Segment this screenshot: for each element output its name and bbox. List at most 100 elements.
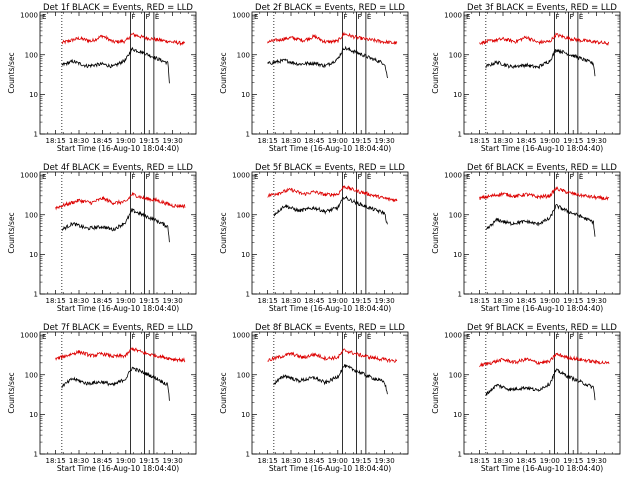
y-tick-label: 100 bbox=[25, 51, 38, 59]
y-axis-label: Counts/sec bbox=[7, 52, 16, 93]
x-tick-label: 18:15 bbox=[258, 457, 278, 465]
plot-frame bbox=[251, 171, 409, 295]
y-tick-label: 1 bbox=[246, 291, 250, 299]
x-tick-label: 18:45 bbox=[516, 297, 536, 305]
flag-label: F bbox=[570, 173, 574, 181]
y-tick-label: 100 bbox=[25, 211, 38, 219]
y-axis-label: Counts/sec bbox=[431, 372, 440, 413]
y-tick-label: 1000 bbox=[20, 332, 38, 340]
flag-label: F bbox=[146, 173, 150, 181]
y-tick-label: 10 bbox=[241, 91, 250, 99]
x-tick-label: 19:30 bbox=[587, 457, 607, 465]
x-tick-label: 18:15 bbox=[258, 297, 278, 305]
y-tick-label: 10 bbox=[241, 411, 250, 419]
y-tick-label: 10 bbox=[453, 251, 462, 259]
x-axis-label: Start Time (16-Aug-10 18:04:40) bbox=[481, 144, 603, 153]
x-tick-label: 18:45 bbox=[92, 457, 112, 465]
flag-label: F bbox=[358, 13, 362, 21]
lld-series-line bbox=[55, 346, 186, 363]
flag-label: E bbox=[155, 173, 159, 181]
y-axis-label: Counts/sec bbox=[219, 212, 228, 253]
panel-title: Det 7f BLACK = Events, RED = LLD bbox=[43, 323, 193, 333]
x-tick-label: 18:30 bbox=[493, 137, 513, 145]
y-tick-label: 1000 bbox=[444, 12, 462, 20]
flag-label: E bbox=[579, 13, 583, 21]
lld-series-line bbox=[267, 31, 398, 45]
y-axis-label: Counts/sec bbox=[7, 212, 16, 253]
x-axis-label: Start Time (16-Aug-10 18:04:40) bbox=[481, 304, 603, 313]
flag-label: E bbox=[466, 13, 470, 21]
y-tick-label: 1000 bbox=[444, 172, 462, 180]
flag-label: F bbox=[146, 13, 150, 21]
x-axis-label: Start Time (16-Aug-10 18:04:40) bbox=[269, 464, 391, 473]
y-axis-label: Counts/sec bbox=[219, 52, 228, 93]
flag-label: E bbox=[466, 333, 470, 341]
y-tick-label: 100 bbox=[449, 51, 462, 59]
flag-label: E bbox=[42, 333, 46, 341]
x-tick-label: 19:30 bbox=[375, 137, 395, 145]
events-series-line bbox=[273, 195, 388, 225]
x-tick-label: 19:00 bbox=[540, 297, 560, 305]
x-tick-label: 18:30 bbox=[69, 137, 89, 145]
x-axis-label: Start Time (16-Aug-10 18:04:40) bbox=[57, 304, 179, 313]
x-tick-label: 19:15 bbox=[351, 137, 371, 145]
x-tick-label: 19:00 bbox=[116, 297, 136, 305]
panel-det-4f: Det 4f BLACK = Events, RED = LLD 1 10 100 10… bbox=[7, 163, 197, 313]
events-series-line bbox=[61, 366, 170, 401]
x-tick-label: 18:30 bbox=[493, 297, 513, 305]
x-axis-label: Start Time (16-Aug-10 18:04:40) bbox=[57, 464, 179, 473]
x-tick-label: 18:30 bbox=[281, 137, 301, 145]
flag-label: E bbox=[155, 13, 159, 21]
x-tick-label: 19:30 bbox=[163, 137, 183, 145]
panel-det-9f: Det 9f BLACK = Events, RED = LLD 1 10 100 10… bbox=[431, 323, 621, 473]
y-axis-label: Counts/sec bbox=[431, 52, 440, 93]
x-tick-label: 19:15 bbox=[563, 137, 583, 145]
y-tick-label: 100 bbox=[449, 371, 462, 379]
plot-frame bbox=[39, 331, 197, 455]
events-series-line bbox=[273, 364, 388, 395]
flag-label: E bbox=[42, 13, 46, 21]
lld-series-line bbox=[267, 348, 398, 364]
y-tick-label: 1 bbox=[34, 451, 38, 459]
panel-title: Det 6f BLACK = Events, RED = LLD bbox=[467, 163, 617, 173]
plot-frame bbox=[463, 11, 621, 135]
y-tick-label: 1000 bbox=[20, 172, 38, 180]
x-tick-label: 19:00 bbox=[328, 457, 348, 465]
x-axis-label: Start Time (16-Aug-10 18:04:40) bbox=[481, 464, 603, 473]
x-tick-label: 18:45 bbox=[304, 137, 324, 145]
events-series-line bbox=[61, 46, 170, 84]
x-tick-label: 18:15 bbox=[470, 297, 490, 305]
flag-label: E bbox=[254, 13, 258, 21]
panel-title: Det 1f BLACK = Events, RED = LLD bbox=[43, 3, 193, 13]
flag-label: F bbox=[131, 333, 135, 341]
flag-label: F bbox=[358, 173, 362, 181]
x-tick-label: 18:15 bbox=[46, 457, 66, 465]
panel-title: Det 4f BLACK = Events, RED = LLD bbox=[43, 163, 193, 173]
flag-label: F bbox=[555, 13, 559, 21]
x-tick-label: 18:15 bbox=[46, 297, 66, 305]
flag-label: F bbox=[343, 333, 347, 341]
x-tick-label: 19:00 bbox=[540, 457, 560, 465]
y-tick-label: 1 bbox=[34, 131, 38, 139]
x-tick-label: 18:45 bbox=[516, 137, 536, 145]
x-tick-label: 18:30 bbox=[281, 297, 301, 305]
y-tick-label: 1 bbox=[34, 291, 38, 299]
x-axis-label: Start Time (16-Aug-10 18:04:40) bbox=[57, 144, 179, 153]
y-axis-label: Counts/sec bbox=[219, 372, 228, 413]
x-tick-label: 19:00 bbox=[540, 137, 560, 145]
flag-label: F bbox=[146, 333, 150, 341]
y-tick-label: 1000 bbox=[232, 332, 250, 340]
x-axis-label: Start Time (16-Aug-10 18:04:40) bbox=[269, 144, 391, 153]
x-tick-label: 19:15 bbox=[139, 297, 159, 305]
x-tick-label: 18:30 bbox=[493, 457, 513, 465]
x-tick-label: 18:45 bbox=[92, 137, 112, 145]
y-tick-label: 1000 bbox=[444, 332, 462, 340]
y-tick-label: 100 bbox=[25, 371, 38, 379]
x-tick-label: 19:15 bbox=[563, 297, 583, 305]
x-tick-label: 18:15 bbox=[470, 137, 490, 145]
flag-label: E bbox=[155, 333, 159, 341]
y-tick-label: 10 bbox=[29, 411, 38, 419]
events-series-line bbox=[485, 48, 596, 77]
x-tick-label: 19:30 bbox=[587, 137, 607, 145]
y-tick-label: 10 bbox=[29, 251, 38, 259]
